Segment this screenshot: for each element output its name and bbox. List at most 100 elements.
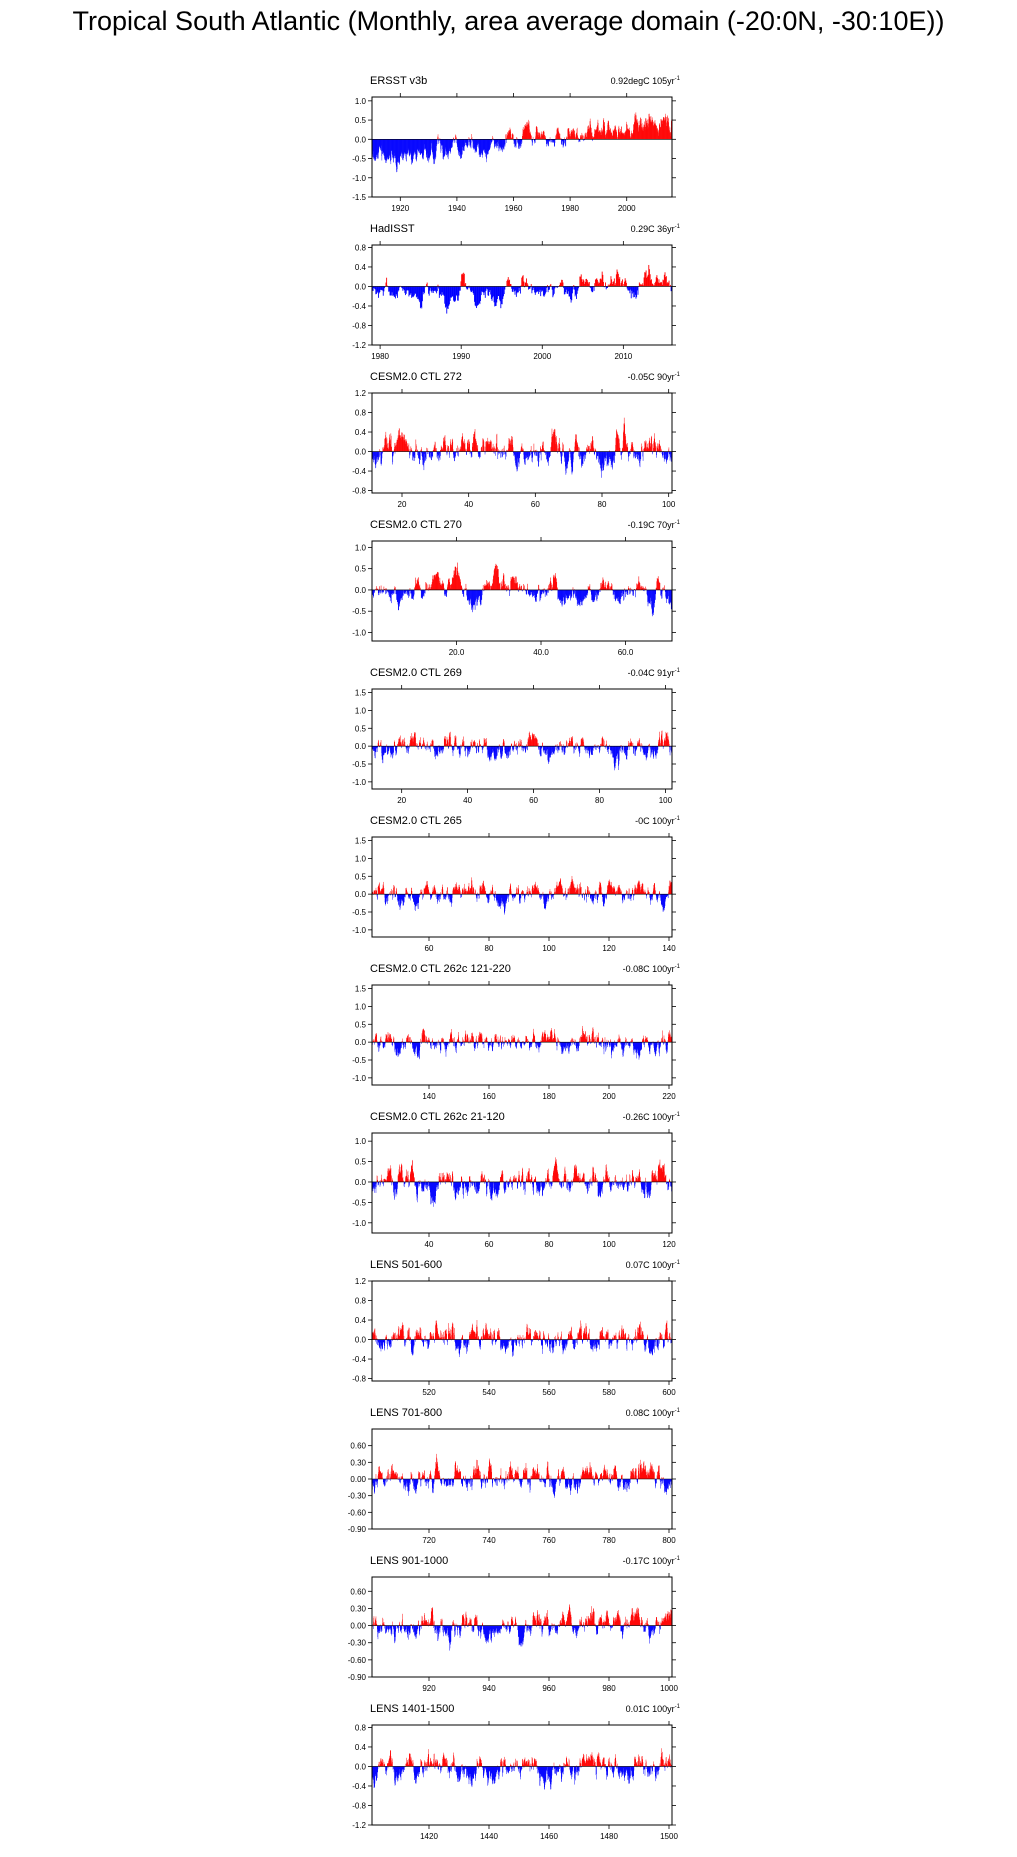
- anomaly-bar: [383, 286, 385, 292]
- anomaly-bar: [543, 588, 545, 590]
- anomaly-bar: [577, 286, 579, 291]
- anomaly-bar: [582, 589, 584, 600]
- anomaly-bar: [440, 584, 442, 590]
- anomaly-bar: [405, 286, 406, 296]
- anomaly-bar: [513, 577, 514, 590]
- anomaly-bar: [426, 588, 428, 590]
- anomaly-bar: [570, 589, 571, 601]
- anomaly-bar: [667, 589, 668, 600]
- anomaly-bar: [488, 286, 490, 296]
- anomaly-bar: [533, 589, 535, 598]
- anomaly-bar: [567, 589, 568, 599]
- anomaly-bar: [378, 589, 380, 596]
- anomaly-bar: [459, 286, 461, 291]
- anomaly-bar: [559, 589, 560, 600]
- anomaly-bar: [599, 278, 601, 287]
- anomaly-bar: [614, 589, 615, 595]
- anomaly-bar: [530, 589, 532, 595]
- anomaly-bar: [601, 587, 603, 590]
- anomaly-bar: [381, 286, 383, 291]
- anomaly-bar: [599, 588, 601, 590]
- anomaly-bar: [579, 589, 580, 606]
- anomaly-bar: [556, 587, 558, 590]
- anomaly-bar: [493, 574, 495, 590]
- anomaly-bar: [611, 583, 612, 590]
- anomaly-bar: [404, 589, 405, 594]
- anomaly-bar: [574, 589, 576, 591]
- anomaly-bar: [394, 286, 396, 299]
- anomaly-bar: [388, 286, 390, 292]
- anomaly-bar: [469, 286, 471, 291]
- anomaly-bar: [498, 286, 500, 297]
- plot-frame: [371, 244, 673, 346]
- anomaly-bar: [629, 588, 630, 590]
- anomaly-bar: [578, 589, 579, 605]
- anomaly-bar: [441, 583, 442, 590]
- anomaly-bar: [547, 587, 549, 590]
- anomaly-bar: [511, 286, 513, 289]
- anomaly-bar: [430, 584, 432, 590]
- anomaly-bar: [434, 286, 436, 291]
- anomaly-bar: [662, 589, 663, 592]
- anomaly-bar: [550, 582, 552, 590]
- anomaly-bar: [552, 286, 554, 298]
- anomaly-bar: [627, 588, 629, 590]
- anomaly-bar: [639, 283, 641, 287]
- anomaly-bar: [581, 279, 583, 287]
- anomaly-bar: [442, 580, 443, 590]
- anomaly-bar: [591, 589, 592, 601]
- anomaly-bar: [651, 589, 653, 610]
- anomaly-bar: [412, 589, 414, 597]
- anomaly-bar: [455, 575, 457, 590]
- anomaly-bar: [450, 584, 451, 590]
- anomaly-bar: [608, 583, 610, 590]
- anomaly-bar: [568, 589, 570, 598]
- anomaly-bar: [480, 589, 481, 606]
- anomaly-bar: [410, 589, 412, 595]
- anomaly-bar: [576, 286, 578, 294]
- anomaly-bar: [459, 577, 460, 590]
- trend-value: -0C 100yr: [635, 816, 675, 826]
- panel-trend: -0.19C 70yr-1: [628, 520, 680, 530]
- anomaly-bar: [598, 283, 600, 287]
- anomaly-bar: [612, 588, 613, 590]
- anomaly-bar: [392, 589, 393, 594]
- anomaly-bar: [534, 589, 535, 595]
- anomaly-bar: [556, 582, 558, 590]
- anomaly-bar: [538, 588, 540, 590]
- anomaly-bar: [435, 574, 437, 590]
- anomaly-bar: [477, 286, 479, 306]
- anomaly-bar: [638, 282, 640, 287]
- anomaly-bar: [622, 589, 623, 596]
- anomaly-bar: [501, 581, 503, 590]
- anomaly-bar: [461, 585, 462, 590]
- anomaly-bar: [575, 589, 576, 597]
- anomaly-bar: [447, 286, 448, 309]
- anomaly-bar: [575, 286, 577, 295]
- anomaly-bar: [578, 286, 579, 289]
- anomaly-bar: [548, 584, 550, 590]
- anomaly-bar: [548, 585, 549, 590]
- anomaly-bar: [399, 589, 401, 601]
- anomaly-bar: [588, 283, 590, 287]
- anomaly-bar: [437, 575, 439, 590]
- anomaly-bar: [416, 583, 417, 590]
- anomaly-bar: [514, 577, 515, 590]
- anomaly-bar: [472, 286, 473, 291]
- anomaly-bar: [461, 274, 463, 287]
- anomaly-bar: [431, 584, 432, 590]
- anomaly-bar: [423, 589, 425, 597]
- anomaly-bar: [657, 576, 659, 590]
- anomaly-bar: [594, 589, 596, 601]
- anomaly-bar: [470, 589, 472, 606]
- anomaly-bar: [669, 589, 670, 603]
- anomaly-bar: [521, 589, 523, 591]
- anomaly-bar: [559, 285, 561, 287]
- anomaly-bar: [401, 589, 402, 599]
- anomaly-bar: [415, 286, 417, 294]
- anomaly-bar: [655, 281, 656, 287]
- anomaly-bar: [648, 589, 650, 603]
- anomaly-bar: [664, 585, 665, 590]
- anomaly-bar: [506, 280, 508, 287]
- anomaly-bar: [625, 589, 627, 592]
